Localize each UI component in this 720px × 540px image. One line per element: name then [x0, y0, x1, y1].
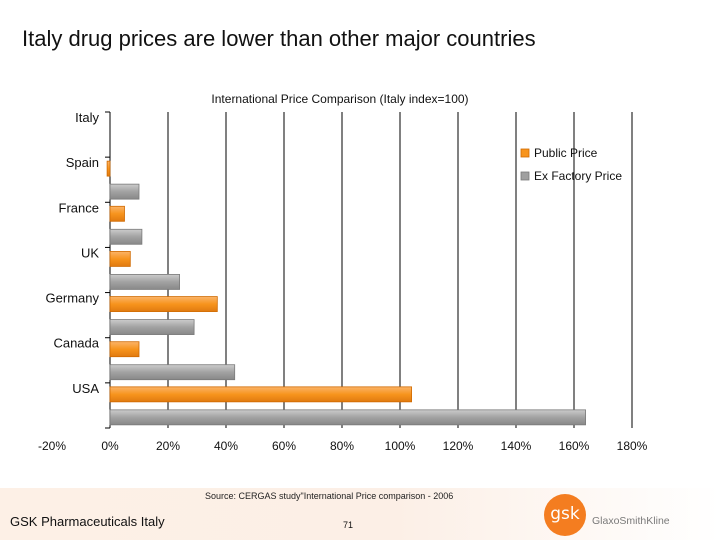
bar-germany-public [109, 296, 218, 312]
bar-uk-public [109, 251, 131, 267]
category-label: UK [81, 245, 99, 260]
category-label: USA [72, 381, 99, 396]
category-label: Spain [66, 155, 99, 170]
bar-chart: -20% 0% 20% 40% 60% 80% 100% 120% 140% 160% 180% It… [38, 110, 648, 453]
bar-spain-public [106, 160, 111, 177]
category-label: Germany [46, 291, 100, 306]
legend-swatch [520, 148, 530, 158]
bar-uk-ex-factory [109, 274, 180, 290]
bar-usa-ex-factory [109, 409, 587, 426]
bar-germany-ex-factory [109, 319, 195, 335]
x-tick-label: 120% [443, 439, 474, 453]
chart-title: International Price Comparison (Italy in… [211, 92, 469, 106]
x-tick-label: 20% [156, 439, 180, 453]
category-label: Canada [53, 336, 99, 351]
x-tick-label: 0% [101, 439, 119, 453]
legend-label: Ex Factory Price [534, 169, 622, 183]
x-tick-label: 180% [617, 439, 648, 453]
category-label: France [59, 200, 99, 215]
x-tick-label: 80% [330, 439, 354, 453]
bar-canada-public [109, 341, 140, 358]
gsk-logo-icon: gsk [544, 494, 586, 536]
gsk-logo-text: GlaxoSmithKline [592, 515, 670, 527]
bar-spain-ex-factory [109, 183, 140, 200]
x-tick-label: 60% [272, 439, 296, 453]
bar-france-public [109, 205, 125, 222]
x-tick-label: 40% [214, 439, 238, 453]
legend-swatch [520, 171, 530, 181]
x-tick-label: 160% [559, 439, 590, 453]
legend-label: Public Price [534, 146, 598, 160]
bar-usa-public [109, 386, 413, 403]
bar-france-ex-factory [109, 228, 143, 245]
x-tick-label: 100% [385, 439, 416, 453]
bar-canada-ex-factory [109, 364, 236, 381]
source-note: Source: CERGAS study"International Price… [205, 491, 454, 501]
category-label: Italy [75, 110, 99, 125]
footer-band [0, 488, 720, 540]
x-tick-label: -20% [38, 439, 66, 453]
page-number: 71 [343, 520, 354, 530]
x-tick-label: 140% [501, 439, 532, 453]
company-name: GSK Pharmaceuticals Italy [10, 514, 165, 529]
slide-title: Italy drug prices are lower than other m… [22, 26, 536, 51]
